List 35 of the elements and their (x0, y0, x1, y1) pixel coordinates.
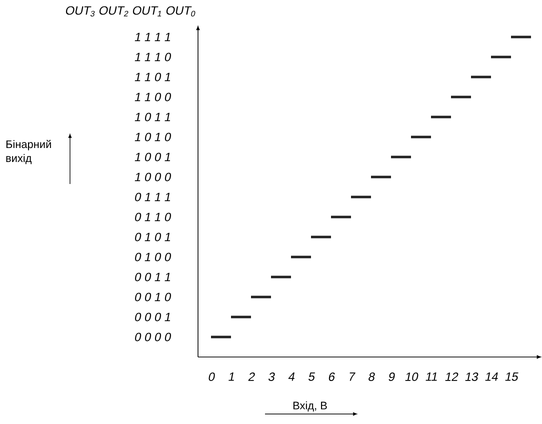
text: Бінарний вихід (6, 140, 51, 164)
x-tick-label: 13 (465, 372, 478, 381)
y-tick-label: 0 0 1 1 (135, 272, 170, 282)
x-tick-label: 6 (328, 372, 335, 381)
x-tick-label: 4 (288, 372, 295, 381)
y-tick-label: 0 1 0 0 (135, 252, 172, 262)
y-tick-label: 1 1 0 0 (134, 92, 172, 102)
x-tick-label: 10 (405, 372, 418, 381)
x-tick-label: 3 (268, 372, 275, 381)
x-axis-title: Вхід, В (293, 401, 327, 412)
y-tick-label: 1 0 1 1 (134, 112, 170, 122)
y-tick-label: 1 1 1 0 (134, 52, 172, 62)
y-tick-label: 0 1 1 0 (135, 212, 172, 222)
x-tick-label: 14 (485, 372, 498, 381)
text: OUT$_{3}$ OUT$_{2}$ OUT$_{1}$ OUT$_{0}$ (66, 6, 196, 16)
y-tick-label: 0 1 1 1 (135, 192, 170, 202)
x-tick-label: 0 (208, 372, 215, 381)
y-tick-label: 1 0 1 0 (134, 132, 172, 142)
y-tick-label: 1 0 0 0 (134, 172, 172, 182)
x-tick-label: 7 (350, 372, 356, 381)
y-tick-label: 1 1 0 1 (134, 72, 170, 82)
y-tick-label: 0 0 1 0 (135, 292, 172, 302)
x-tick-label: 11 (426, 372, 437, 381)
x-tick-label: 2 (248, 372, 255, 381)
x-tick-label: 1 (228, 372, 234, 381)
x-tick-label: 5 (308, 372, 315, 381)
x-tick-label: 15 (505, 372, 518, 381)
y-tick-label: 1 1 1 1 (134, 32, 170, 42)
x-tick-label: 8 (368, 372, 375, 381)
y-tick-label: 0 0 0 0 (135, 332, 172, 342)
x-tick-label: 9 (388, 372, 395, 381)
x-tick-label: 12 (445, 372, 458, 381)
y-tick-label: 1 0 0 1 (134, 152, 170, 162)
y-tick-label: 0 1 0 1 (135, 232, 170, 242)
y-tick-label: 0 0 0 1 (135, 312, 170, 322)
